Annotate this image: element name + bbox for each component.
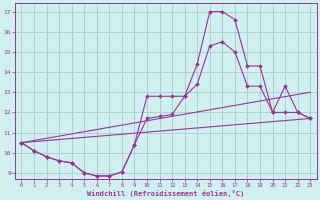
X-axis label: Windchill (Refroidissement éolien,°C): Windchill (Refroidissement éolien,°C) — [87, 190, 244, 197]
